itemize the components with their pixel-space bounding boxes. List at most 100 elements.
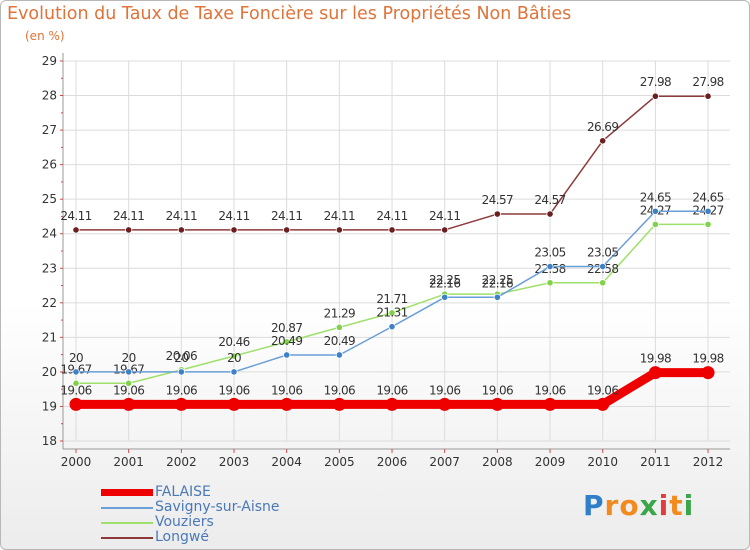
unit-label: (en %) xyxy=(25,29,65,43)
data-label-longw-: 27.98 xyxy=(640,75,671,89)
data-point-savigny-sur-aisne xyxy=(335,351,343,359)
data-point-longw- xyxy=(72,226,80,234)
data-point-longw- xyxy=(388,226,396,234)
data-point-savigny-sur-aisne xyxy=(599,262,607,271)
data-label-savigny-sur-aisne: 20 xyxy=(174,351,188,365)
data-point-longw- xyxy=(651,92,659,100)
x-tick-label: 2006 xyxy=(377,455,408,469)
data-label-vouziers: 20.06 xyxy=(166,349,197,363)
logo-letter: o xyxy=(619,489,640,522)
data-label-savigny-sur-aisne: 22.16 xyxy=(429,276,460,290)
data-label-longw-: 24.11 xyxy=(113,209,144,223)
data-point-falaise xyxy=(490,397,504,411)
y-tick-label: 28 xyxy=(42,89,57,103)
x-tick-label: 2008 xyxy=(482,455,513,469)
data-label-savigny-sur-aisne: 20.49 xyxy=(271,334,302,348)
data-point-savigny-sur-aisne xyxy=(125,368,133,376)
data-label-falaise: 19.06 xyxy=(482,383,513,397)
x-tick-label: 2000 xyxy=(61,455,92,469)
data-label-longw-: 24.11 xyxy=(166,209,197,223)
data-point-vouziers xyxy=(335,323,343,331)
data-label-falaise: 19.06 xyxy=(271,383,302,397)
data-label-savigny-sur-aisne: 20 xyxy=(122,351,136,365)
data-point-savigny-sur-aisne xyxy=(704,207,712,215)
x-tick-label: 2009 xyxy=(535,455,566,469)
legend-item-vouziers: Vouziers xyxy=(101,514,401,530)
data-point-falaise xyxy=(122,397,136,411)
proxiti-logo: Proxiti xyxy=(583,489,694,522)
data-label-longw-: 24.11 xyxy=(324,209,355,223)
data-point-falaise xyxy=(438,397,452,411)
data-point-longw- xyxy=(125,226,133,234)
data-label-vouziers: 20.46 xyxy=(218,335,249,349)
data-point-savigny-sur-aisne xyxy=(283,351,291,359)
data-label-savigny-sur-aisne: 20 xyxy=(227,351,241,365)
x-tick-label: 2005 xyxy=(324,455,355,469)
legend-item-longwe: Longwé xyxy=(101,529,401,545)
data-point-falaise xyxy=(174,397,188,411)
logo-letter: r xyxy=(604,489,620,522)
data-point-savigny-sur-aisne xyxy=(177,368,185,376)
data-point-vouziers xyxy=(599,279,607,287)
logo-letter: x xyxy=(639,489,659,522)
data-point-falaise xyxy=(648,366,662,380)
data-point-longw- xyxy=(704,92,712,100)
data-point-longw- xyxy=(493,210,501,218)
data-label-longw-: 24.57 xyxy=(534,193,565,207)
data-label-falaise: 19.98 xyxy=(640,352,671,366)
data-point-falaise xyxy=(332,397,346,411)
data-label-vouziers: 22.25 xyxy=(429,273,460,287)
data-label-falaise: 19.06 xyxy=(534,383,565,397)
logo-letter: P xyxy=(583,489,605,522)
data-label-falaise: 19.06 xyxy=(587,383,618,397)
x-tick-label: 2010 xyxy=(587,455,618,469)
legend-label-longwe: Longwé xyxy=(155,529,209,545)
legend-item-savigny: Savigny-sur-Aisne xyxy=(101,499,401,515)
x-tick-label: 2003 xyxy=(219,455,250,469)
data-point-falaise xyxy=(69,397,83,411)
data-point-vouziers xyxy=(283,338,291,346)
data-label-savigny-sur-aisne: 23.05 xyxy=(587,246,618,260)
data-point-savigny-sur-aisne xyxy=(388,323,396,331)
data-point-savigny-sur-aisne xyxy=(493,293,501,301)
legend-label-savigny: Savigny-sur-Aisne xyxy=(155,499,280,515)
data-point-falaise xyxy=(280,397,294,411)
data-point-savigny-sur-aisne xyxy=(651,207,659,215)
legend-swatch-vouziers xyxy=(101,522,153,524)
data-label-longw-: 24.11 xyxy=(218,209,249,223)
data-point-savigny-sur-aisne xyxy=(546,262,554,271)
data-point-vouziers xyxy=(388,309,396,317)
data-point-vouziers xyxy=(704,220,712,228)
data-label-longw-: 26.69 xyxy=(587,120,618,134)
legend-item-falaise: FALAISE xyxy=(101,484,401,500)
logo-letter: i xyxy=(683,489,695,522)
logo-letter: i xyxy=(658,489,670,522)
x-tick-label: 2004 xyxy=(271,455,302,469)
data-label-falaise: 19.06 xyxy=(324,383,355,397)
data-point-longw- xyxy=(283,226,291,234)
data-label-falaise: 19.98 xyxy=(692,352,723,366)
data-label-longw-: 24.11 xyxy=(376,209,407,223)
x-tick-label: 2007 xyxy=(429,455,460,469)
data-label-longw-: 24.11 xyxy=(271,209,302,223)
legend-swatch-falaise xyxy=(101,489,153,496)
data-label-falaise: 19.06 xyxy=(166,383,197,397)
y-tick-label: 21 xyxy=(42,330,57,344)
data-point-falaise xyxy=(227,397,241,411)
y-tick-label: 20 xyxy=(42,365,57,379)
legend-swatch-savigny xyxy=(101,507,153,509)
y-tick-label: 24 xyxy=(42,227,57,241)
data-point-longw- xyxy=(599,137,607,145)
data-point-longw- xyxy=(441,226,449,234)
data-point-falaise xyxy=(385,397,399,411)
y-tick-label: 26 xyxy=(42,158,57,172)
data-point-savigny-sur-aisne xyxy=(230,368,238,376)
data-point-falaise xyxy=(596,397,610,411)
data-label-falaise: 19.06 xyxy=(429,383,460,397)
y-tick-label: 29 xyxy=(42,54,57,68)
y-tick-label: 22 xyxy=(42,296,57,310)
chart-title: Evolution du Taux de Taxe Foncière sur l… xyxy=(7,4,572,24)
data-point-falaise xyxy=(701,366,715,380)
data-label-vouziers: 21.71 xyxy=(376,292,407,306)
